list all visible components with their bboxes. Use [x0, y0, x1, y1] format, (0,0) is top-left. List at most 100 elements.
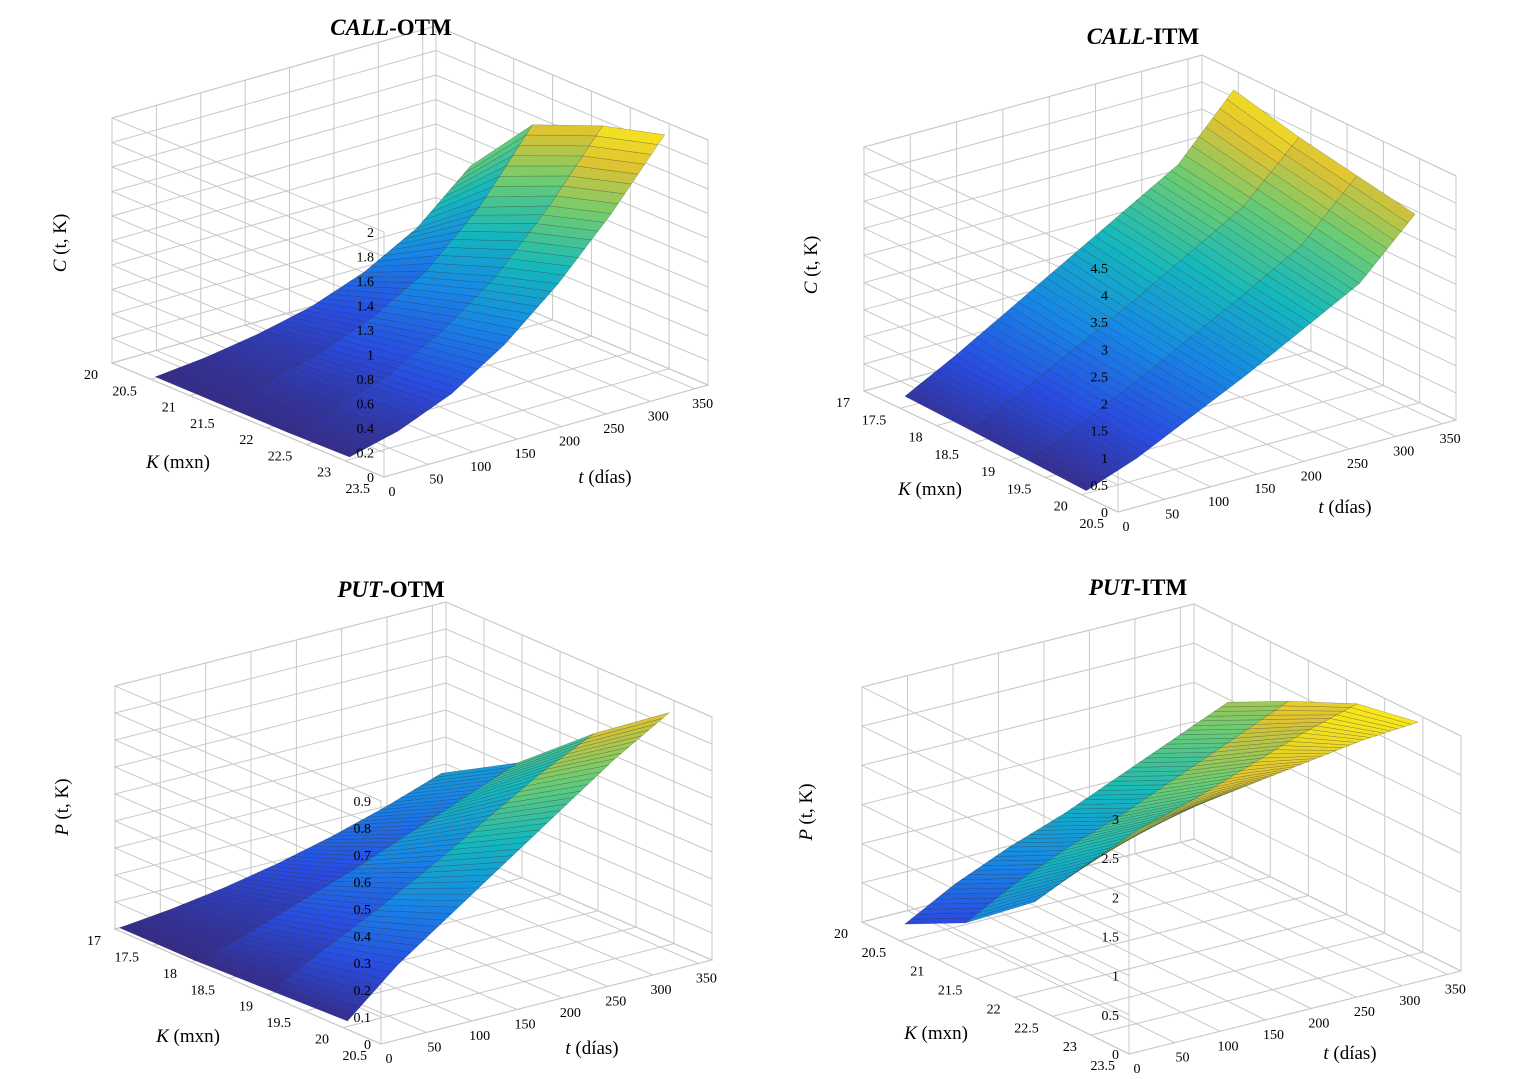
- y-gridline: [1090, 717, 1424, 1036]
- tick-labels: 00.20.40.60.811.31.41.61.820501001502002…: [84, 226, 713, 500]
- x-axis-label: t (días): [578, 467, 631, 488]
- surface-patch: [492, 175, 570, 187]
- surface: [904, 89, 1416, 491]
- z-tick-label: 0.4: [357, 422, 375, 437]
- y-tick-label: 19.5: [1007, 482, 1032, 497]
- y-gridline: [899, 622, 1233, 942]
- z-tick-label: 0.2: [354, 984, 372, 999]
- x-axis-label: t (días): [1323, 1043, 1376, 1064]
- surface-patch: [465, 214, 543, 224]
- x-tick-label: 150: [515, 447, 536, 462]
- y-gridline: [1117, 176, 1457, 513]
- x-tick-label: 200: [1308, 1017, 1329, 1032]
- y-tick-label: 19: [239, 1000, 253, 1015]
- surface-patch: [1267, 710, 1345, 716]
- z-tick-label: 4.5: [1091, 262, 1109, 277]
- x-axis-label-unit: (días): [1333, 1043, 1376, 1064]
- z-tick-label: 0.7: [354, 849, 372, 864]
- z-tick-label: 1.3: [357, 324, 375, 339]
- x-tick-label: 100: [469, 1029, 490, 1044]
- surface-patch: [512, 145, 590, 157]
- y-tick-label: 17.5: [862, 413, 887, 428]
- y-gridline: [1014, 679, 1348, 998]
- y-tick-label: 23: [317, 466, 331, 481]
- z-tick-label: 4: [1101, 289, 1108, 304]
- x-tick-label: 50: [1165, 507, 1179, 522]
- x-tick-label: 300: [648, 409, 669, 424]
- z-tick-label: 3.5: [1091, 316, 1109, 331]
- x-tick-label: 50: [1175, 1051, 1189, 1066]
- surface-patch: [518, 134, 597, 147]
- z-axis-label: C (t, K): [50, 214, 71, 273]
- x-axis-label-unit: (días): [588, 467, 631, 488]
- x-tick-label: 150: [515, 1017, 536, 1032]
- z-tick-label: 1: [367, 349, 374, 364]
- y-tick-label: 19: [981, 465, 995, 480]
- surface: [119, 712, 670, 1022]
- y-tick-label: 18: [163, 967, 177, 982]
- y-gridline: [304, 684, 637, 1012]
- z-gridline: [862, 81, 1457, 296]
- z-tick-label: 0: [1101, 506, 1108, 521]
- surface-patch: [388, 893, 473, 901]
- z-axis-label-args: (t, K): [50, 214, 71, 255]
- chart-title: PUT-OTM: [336, 577, 445, 602]
- y-tick-label: 19.5: [267, 1016, 292, 1031]
- x-tick-label: 350: [692, 397, 713, 412]
- y-tick-label: 22: [239, 433, 253, 448]
- y-gridline: [1081, 158, 1421, 496]
- y-tick-label: 20: [1054, 500, 1068, 515]
- x-tick-label: 300: [651, 983, 672, 998]
- x-tick-label: 300: [1399, 994, 1420, 1009]
- x-tick-label: 0: [1134, 1062, 1141, 1077]
- chart-panel-2: 0 0.5 1 1.5 2 2.5 3 3.5 4 4.5 0 50 100 150 200 250 300 35…: [801, 24, 1461, 535]
- z-axis-label: P (t, K): [52, 778, 73, 836]
- z-tick-label: 3: [1112, 813, 1119, 828]
- chart-title-rest: -OTM: [382, 577, 445, 602]
- z-axis-label-var: P: [52, 820, 73, 837]
- y-tick-label: 21: [162, 401, 176, 416]
- x-axis-label-var: t: [1323, 1043, 1333, 1064]
- z-tick-label: 2.5: [1091, 370, 1109, 385]
- surface-patch: [434, 762, 518, 778]
- x-axis-label: t (días): [1318, 497, 1371, 518]
- y-tick-label: 20: [315, 1033, 329, 1048]
- chart-title: CALL-ITM: [1087, 24, 1200, 49]
- x-axis-label-unit: (días): [1328, 497, 1371, 518]
- y-tick-label: 21: [910, 965, 924, 980]
- surface-patch: [1226, 89, 1300, 147]
- z-tick-label: 1.8: [357, 251, 375, 266]
- y-tick-label: 20.5: [343, 1049, 368, 1064]
- z-tick-label: 0.2: [357, 447, 375, 462]
- x-tick-label: 350: [1440, 432, 1461, 447]
- y-axis-label-var: K: [903, 1023, 921, 1044]
- y-axis-label-unit: (mxn): [174, 1026, 220, 1047]
- z-tick-label: 0.8: [357, 373, 375, 388]
- y-axis-label-unit: (mxn): [164, 452, 210, 473]
- z-tick-label: 1: [1101, 452, 1108, 467]
- z-tick-label: 2.5: [1102, 852, 1120, 867]
- y-tick-label: 20.5: [112, 384, 137, 399]
- surface: [904, 701, 1419, 925]
- z-tick-label: 0: [364, 1038, 371, 1053]
- x-tick-label: 250: [605, 994, 626, 1009]
- z-tick-label: 1.6: [357, 275, 375, 290]
- y-tick-label: 17: [87, 934, 101, 949]
- z-axis-label-args: (t, K): [796, 783, 817, 824]
- chart-panel-3: 0 0.1 0.2 0.3 0.4 0.5 0.6 0.7 0.8 0.9 0 50 100 150 200…: [52, 577, 717, 1067]
- y-tick-label: 23: [1063, 1040, 1077, 1055]
- z-tick-label: 2: [1101, 398, 1108, 413]
- x-tick-label: 250: [1347, 457, 1368, 472]
- z-gridline: [113, 655, 713, 856]
- y-tick-label: 17: [836, 396, 850, 411]
- z-tick-label: 1.5: [1102, 931, 1120, 946]
- z-axis-label: P (t, K): [796, 783, 817, 841]
- surface-patch: [463, 124, 533, 174]
- surface-patch: [485, 185, 563, 198]
- z-tick-label: 1: [1112, 970, 1119, 985]
- chart-panel-4: 00.511.522.530501001502002503003502020.5…: [796, 575, 1466, 1077]
- z-tick-label: 0: [367, 471, 374, 486]
- y-axis-label: K (mxn): [145, 452, 210, 473]
- y-axis-label-unit: (mxn): [916, 479, 962, 500]
- x-tick-label: 100: [1217, 1039, 1238, 1054]
